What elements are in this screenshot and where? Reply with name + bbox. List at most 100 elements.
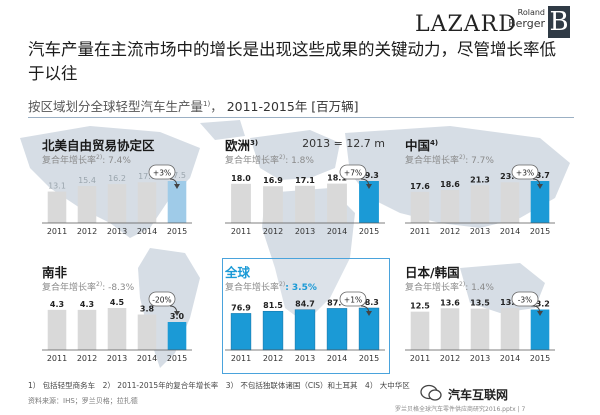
page-footer: 罗兰贝格全球汽车零件供应商研究2016.pptx | 7	[395, 406, 526, 413]
source-note: 资料来源：IHS；罗兰贝格；拉扎德	[28, 397, 138, 405]
data-label: 3.0	[170, 312, 185, 321]
x-tick-label: 2013	[107, 227, 127, 236]
x-tick-label: 2012	[440, 227, 460, 236]
bar	[500, 308, 520, 350]
bar	[410, 191, 430, 223]
x-tick-label: 2011	[231, 354, 251, 363]
bar	[167, 322, 187, 350]
data-label: 4.5	[110, 298, 125, 307]
panel-bars: 76.9 2011 81.5 2012 84.7 2013 87.4 2014 88.3 2015…	[225, 291, 385, 363]
data-label: 23.7	[530, 171, 550, 180]
panel-cagr: 复合年增长率2): 3.5%	[225, 281, 317, 293]
panel-cagr: 复合年增长率2): 1.4%	[405, 281, 494, 293]
x-tick-label: 2012	[263, 354, 283, 363]
slide-title: 汽车产量在主流市场中的增长是出现这些成果的关键动力，尽管增长率低于以往	[28, 40, 556, 83]
x-tick-label: 2011	[47, 354, 67, 363]
x-tick-label: 2012	[77, 354, 97, 363]
growth-bubble	[339, 291, 367, 307]
bar	[327, 308, 347, 350]
data-label: 18.6	[440, 180, 460, 189]
bar	[107, 308, 127, 350]
growth-bubble	[511, 291, 539, 307]
panel-cagr: 复合年增长率2): 7.7%	[405, 154, 494, 166]
panel-title: 中国4)	[405, 138, 439, 153]
bar	[440, 308, 460, 350]
x-tick-label: 2013	[295, 227, 315, 236]
data-label: 17.1	[295, 176, 315, 185]
x-tick-label: 2011	[231, 227, 251, 236]
data-label: 16.2	[108, 174, 126, 183]
data-label: 13.6	[440, 298, 460, 307]
x-tick-label: 2015	[530, 354, 550, 363]
bar	[167, 181, 187, 223]
x-tick-label: 2013	[107, 354, 127, 363]
data-label: 23.0	[500, 172, 520, 181]
data-label: 81.5	[263, 301, 283, 310]
panel-bars: 17.6 2011 18.6 2012 21.3 2013 23.0 2014 23.7 2015…	[405, 164, 555, 236]
growth-label: +1%	[344, 296, 362, 305]
data-label: 3.8	[140, 305, 155, 314]
chart-panel-japan-korea: 日本/韩国 复合年增长率2): 1.4% 12.5 2011 13.6 2012 13.5 2…	[405, 262, 555, 372]
x-tick-label: 2015	[359, 227, 379, 236]
slide-subtitle: 按区域划分全球轻型汽车生产量1)， 2011-2015年 [百万辆]	[28, 99, 359, 114]
bar	[77, 186, 97, 223]
growth-arrow-head	[537, 184, 543, 189]
x-tick-label: 2011	[47, 227, 67, 236]
bar	[231, 313, 251, 350]
data-label: 18.0	[231, 174, 251, 183]
x-tick-label: 2015	[359, 354, 379, 363]
x-tick-label: 2012	[77, 227, 97, 236]
chart-panel-nafta: 北美自由贸易协定区 复合年增长率2): 7.4% 13.1 2011 15.4 2012 1…	[42, 135, 192, 245]
growth-arrow-head	[174, 311, 180, 316]
panel-title: 北美自由贸易协定区	[42, 138, 155, 153]
chart-panel-china: 中国4) 复合年增长率2): 7.7% 17.6 2011 18.6 2012 21.3 20…	[405, 135, 555, 245]
data-label: 17.0	[138, 172, 156, 181]
bar	[500, 182, 520, 223]
data-label: 21.3	[470, 175, 490, 184]
x-tick-label: 2014	[500, 227, 520, 236]
x-tick-label: 2014	[137, 227, 157, 236]
panel-bars: 4.3 2011 4.3 2012 4.5 2013 3.8 2014 3.0 2015 -20%	[42, 291, 192, 363]
bar	[263, 311, 283, 350]
bar	[77, 309, 97, 350]
data-label: 76.9	[231, 303, 251, 312]
data-label: 12.5	[410, 302, 430, 311]
data-label: 84.7	[295, 300, 315, 309]
x-tick-label: 2014	[137, 354, 157, 363]
panel-bars: 13.1 2011 15.4 2012 16.2 2013 17.0 2014 17.5 2015…	[42, 164, 192, 236]
x-tick-label: 2012	[440, 354, 460, 363]
x-tick-label: 2013	[470, 227, 490, 236]
bar	[47, 309, 67, 350]
bar	[359, 308, 379, 350]
roland-berger-logo: Roland Berger	[508, 8, 545, 30]
data-label: 87.4	[327, 298, 347, 307]
roland-berger-b-mark: B	[548, 6, 570, 38]
x-tick-label: 2015	[530, 227, 550, 236]
bar	[470, 308, 490, 350]
growth-bubble	[148, 291, 176, 307]
bar	[470, 185, 490, 223]
x-tick-label: 2014	[500, 354, 520, 363]
data-label: 4.3	[50, 300, 64, 309]
data-label: 13.7	[500, 298, 520, 307]
data-label: 13.5	[470, 299, 490, 308]
panel-title: 南非	[42, 265, 68, 280]
bar	[359, 181, 379, 223]
x-tick-label: 2015	[167, 227, 187, 236]
bar	[295, 309, 315, 350]
lazard-logo: LAZARD	[415, 12, 517, 37]
data-label: 17.5	[168, 171, 186, 180]
bar	[295, 185, 315, 223]
subtitle-divider	[28, 117, 574, 118]
x-tick-label: 2015	[167, 354, 187, 363]
growth-arrow-head	[537, 311, 543, 316]
bar	[231, 183, 251, 223]
data-label: 17.6	[410, 182, 430, 191]
footnote: 1） 包括轻型商务车 2） 2011-2015年的复合年增长率 3） 不包括独联…	[28, 381, 410, 390]
x-tick-label: 2011	[410, 227, 430, 236]
data-label: 13.2	[530, 300, 550, 309]
x-tick-label: 2013	[470, 354, 490, 363]
bar	[530, 181, 550, 223]
panel-title: 日本/韩国	[405, 265, 460, 280]
panel-note: 2013 = 12.7 m	[302, 137, 385, 150]
